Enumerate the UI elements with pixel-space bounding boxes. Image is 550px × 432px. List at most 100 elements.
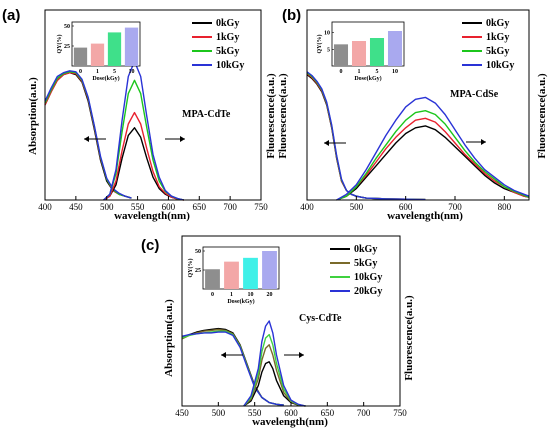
- b-absorption-line-0kGy: [306, 74, 426, 201]
- b-inset-y-tick-label: 5: [327, 47, 330, 53]
- c-x-tick-label: 600: [284, 408, 298, 418]
- b-inset-category-label: 1: [358, 69, 361, 75]
- b-x-tick-label: 400: [300, 202, 314, 212]
- panel-c-right-arrow-head: [299, 352, 304, 358]
- c-inset-bar: [243, 257, 258, 289]
- a-absorption-line-0kGy: [44, 71, 132, 199]
- panel-a-ylabel-right: Fluorescence(a.u.): [265, 73, 277, 159]
- b-legend-item: 0kGy: [486, 18, 509, 29]
- panel-b: (b) Fluorescence(a.u.) Fluorescence(a.u.…: [277, 7, 548, 222]
- b-inset-xlabel: Dose(kGy): [354, 75, 381, 82]
- b-inset-category-label: 0: [340, 69, 343, 75]
- a-inset-y-tick-label: 25: [64, 44, 70, 50]
- panel-c-arrows: [221, 352, 304, 358]
- a-inset-bar: [73, 47, 88, 66]
- panel-b-left-arrow-head: [324, 140, 329, 146]
- a-inset-category-label: 1: [96, 69, 99, 75]
- b-x-tick-label: 800: [498, 202, 512, 212]
- c-legend-item: 10kGy: [354, 272, 382, 283]
- c-inset-bar: [262, 251, 277, 289]
- c-fluorescence-line-20kGy: [243, 320, 306, 407]
- a-inset-bar: [107, 32, 122, 66]
- b-fluorescence-line-5kGy: [336, 109, 530, 201]
- panel-c-curves: [181, 320, 306, 407]
- a-inset-xlabel: Dose(kGy): [92, 75, 119, 82]
- a-legend-item: 5kGy: [216, 46, 239, 57]
- c-inset-y-tick-label: 50: [195, 249, 201, 255]
- panel-a: (a) Absorption(a.u.) Fluorescence(a.u.) …: [2, 7, 277, 222]
- panel-a-arrows: [84, 136, 185, 142]
- b-x-tick-label: 600: [399, 202, 413, 212]
- c-absorption-line-0kGy: [181, 327, 284, 406]
- a-x-tick-label: 400: [38, 202, 52, 212]
- a-x-tick-label: 500: [100, 202, 114, 212]
- c-inset-category-label: 1: [230, 292, 233, 298]
- a-legend-item: 0kGy: [216, 18, 239, 29]
- a-absorption-line-5kGy: [44, 71, 132, 199]
- c-absorption-line-10kGy: [181, 330, 284, 406]
- panel-a-curves: [44, 60, 185, 201]
- a-legend-item: 1kGy: [216, 32, 239, 43]
- a-inset-y-tick-label: 50: [64, 24, 70, 30]
- c-inset-category-label: 10: [248, 292, 254, 298]
- c-x-tick-label: 500: [212, 408, 226, 418]
- a-inset-category-label: 10: [129, 69, 135, 75]
- panel-b-curves: [306, 71, 530, 201]
- panel-a-sample-label: MPA-CdTe: [182, 109, 231, 120]
- c-absorption-line-5kGy: [181, 328, 284, 406]
- c-x-tick-label: 450: [175, 408, 189, 418]
- panel-c-xlabel: wavelength(nm): [252, 416, 328, 428]
- panel-b-legend: 0kGy 1kGy 5kGy 10kGy: [462, 18, 514, 71]
- a-legend-item: 10kGy: [216, 60, 244, 71]
- c-inset-category-label: 0: [211, 292, 214, 298]
- c-inset-y-tick-label: 25: [195, 268, 201, 274]
- b-inset-ylabel: QY(%): [316, 35, 323, 54]
- a-x-tick-label: 700: [223, 202, 237, 212]
- panel-a-right-arrow-head: [180, 136, 185, 142]
- c-x-tick-label: 650: [321, 408, 335, 418]
- b-inset-bar: [387, 31, 403, 66]
- panel-c: (c) Absorption(a.u.) Fluorescence(a.u.) …: [141, 235, 415, 428]
- c-inset-bar: [205, 269, 220, 289]
- c-legend-item: 0kGy: [354, 244, 377, 255]
- a-inset-ylabel: QY(%): [56, 35, 63, 54]
- b-x-tick-label: 700: [448, 202, 462, 212]
- b-absorption-line-1kGy: [306, 73, 426, 201]
- a-inset-category-label: 5: [113, 69, 116, 75]
- a-x-tick-label: 750: [254, 202, 268, 212]
- panel-c-ylabel-right: Fluorescence(a.u.): [403, 295, 415, 381]
- panel-c-letter: (c): [141, 237, 159, 254]
- c-x-tick-label: 550: [248, 408, 262, 418]
- a-inset-bar: [90, 43, 105, 66]
- b-inset-bar: [369, 38, 385, 66]
- panel-a-letter: (a): [2, 7, 20, 24]
- a-inset-bar: [124, 27, 139, 67]
- c-inset-ylabel: QY(%): [187, 259, 194, 278]
- a-x-tick-label: 600: [162, 202, 176, 212]
- a-absorption-line-10kGy: [44, 70, 132, 199]
- panel-b-plot-frame: [306, 9, 530, 201]
- b-legend-item: 5kGy: [486, 46, 509, 57]
- panel-b-letter: (b): [282, 7, 301, 24]
- panel-c-ylabel-left: Absorption(a.u.): [163, 299, 175, 377]
- panel-c-legend: 0kGy 5kGy 10kGy 20kGy: [330, 244, 382, 297]
- panel-b-ticks: 400 500 600 700 800: [300, 196, 512, 212]
- panel-a-legend: 0kGy 1kGy 5kGy 10kGy: [192, 18, 244, 71]
- panel-c-sample-label: Cys-CdTe: [299, 313, 342, 324]
- c-absorption-line-20kGy: [181, 331, 284, 406]
- b-x-tick-label: 500: [350, 202, 364, 212]
- panel-b-ylabel-left: Fluorescence(a.u.): [277, 73, 289, 159]
- panel-a-xlabel: wavelength(nm): [114, 210, 190, 222]
- a-fluorescence-line-10kGy: [103, 60, 185, 201]
- c-legend-item: 5kGy: [354, 258, 377, 269]
- b-absorption-line-10kGy: [306, 71, 426, 201]
- b-fluorescence-line-0kGy: [336, 125, 530, 201]
- panel-b-right-arrow-head: [481, 139, 486, 145]
- panel-b-sample-label: MPA-CdSe: [450, 89, 499, 100]
- b-legend-item: 10kGy: [486, 60, 514, 71]
- panel-b-xlabel: wavelength(nm): [387, 210, 463, 222]
- c-legend-item: 20kGy: [354, 286, 382, 297]
- a-absorption-line-1kGy: [44, 71, 132, 199]
- panel-c-left-arrow-head: [221, 352, 226, 358]
